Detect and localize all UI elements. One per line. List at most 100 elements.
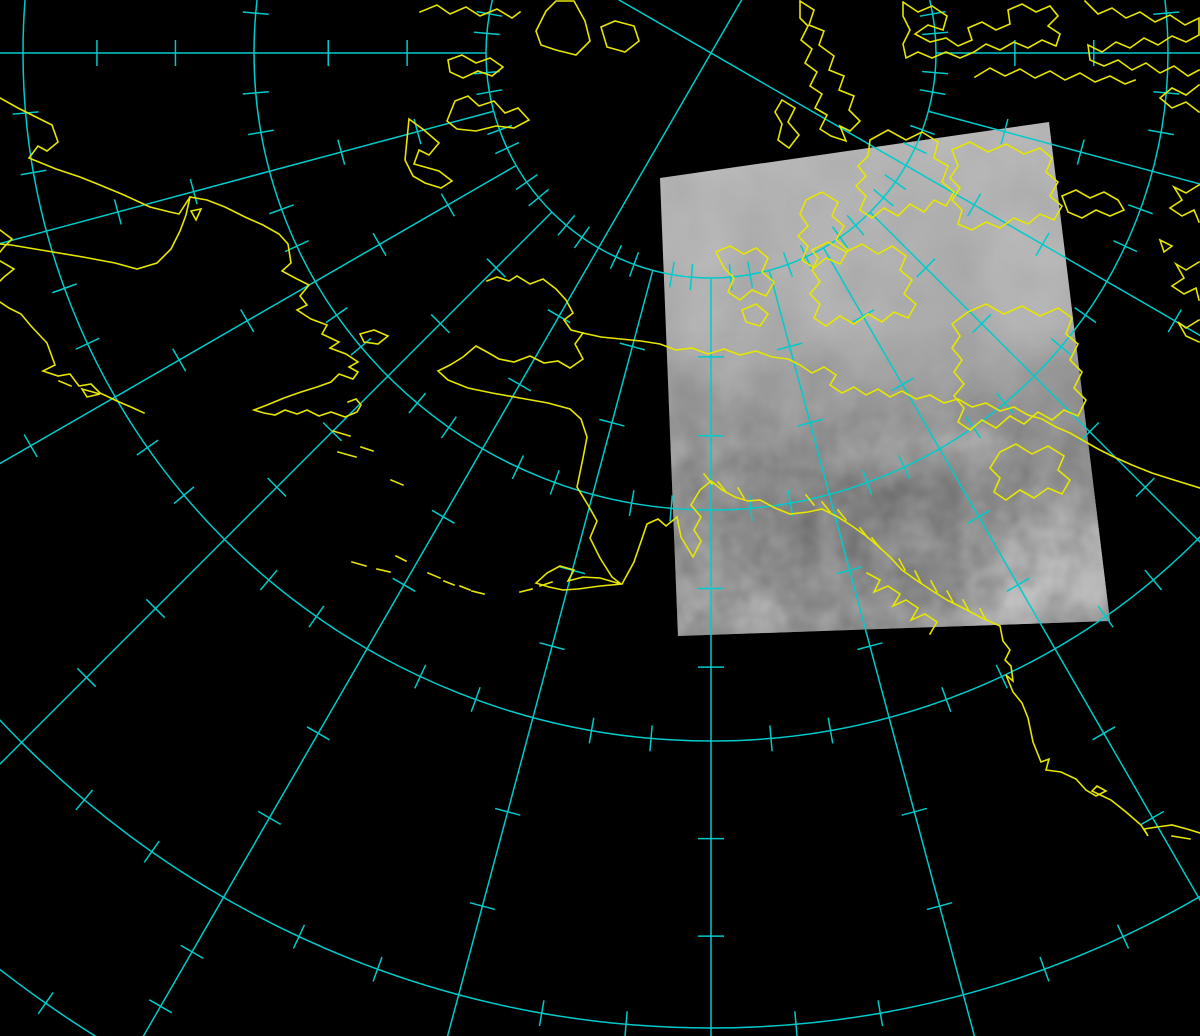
parallel-tick xyxy=(995,392,1014,414)
parallel-tick xyxy=(747,261,754,288)
coastline-archipelago-5 xyxy=(741,303,770,327)
parallel-tick xyxy=(1144,569,1163,591)
coastline-rightedge-island xyxy=(1060,189,1126,219)
parallel-tick xyxy=(1148,129,1174,136)
parallel-tick xyxy=(473,70,500,75)
coastline-dash xyxy=(961,598,971,613)
meridian-tick xyxy=(392,577,416,592)
meridian-tick xyxy=(172,348,187,372)
parallel-tick xyxy=(787,490,794,516)
parallel-tick xyxy=(37,992,54,1015)
meridian-tick xyxy=(180,944,204,959)
coastline-dash xyxy=(337,451,357,458)
meridian-tick xyxy=(857,642,883,651)
coastline-dash xyxy=(458,584,472,592)
coastline-franz-band-1 xyxy=(798,0,862,143)
meridian-tick xyxy=(1079,421,1100,442)
meridian xyxy=(822,247,1200,902)
coastline-dash xyxy=(736,486,746,500)
coastline-archipelago-4 xyxy=(714,245,776,301)
meridian-tick xyxy=(971,313,992,334)
meridian xyxy=(869,211,1200,544)
coastline-polar-island-strip xyxy=(418,4,522,19)
meridian-tick xyxy=(851,309,875,324)
coastline-polar-island-6 xyxy=(404,117,454,189)
parallel-tick xyxy=(941,687,952,712)
parallel-tick xyxy=(909,124,935,136)
parallel-tick xyxy=(75,789,94,811)
parallel-tick xyxy=(515,173,538,191)
coastline-archipelago-2 xyxy=(948,141,1064,231)
coastline-chukotka-bay xyxy=(0,196,191,270)
parallel-tick xyxy=(884,173,907,191)
parallel-tick xyxy=(588,717,595,744)
parallel-tick xyxy=(473,31,500,36)
coastline-polar-island-2 xyxy=(535,0,591,56)
meridian-tick xyxy=(430,313,451,334)
parallel-tick xyxy=(609,244,623,270)
coastline-dash xyxy=(519,588,533,593)
parallel-tick xyxy=(827,717,834,744)
coastline-dash xyxy=(945,589,955,604)
coastline-rightedge-3 xyxy=(1170,260,1200,301)
parallel-tick xyxy=(470,687,481,712)
parallel-tick xyxy=(557,214,576,236)
meridian-tick xyxy=(431,509,455,524)
parallel-tick xyxy=(269,204,295,215)
parallel-tick xyxy=(782,251,794,277)
meridian-tick xyxy=(890,377,915,392)
coastline-rightedge-1 xyxy=(1158,83,1200,114)
meridian-tick xyxy=(507,377,532,392)
parallel-tick xyxy=(794,1011,798,1036)
meridian-tick xyxy=(967,509,991,524)
meridian-tick xyxy=(1076,139,1085,165)
coastline-dash xyxy=(376,568,391,573)
parallel-tick xyxy=(440,416,457,439)
parallel-tick xyxy=(136,439,159,456)
coastline-topright-cluster-2 xyxy=(1083,0,1200,77)
coastline-dash xyxy=(471,590,485,595)
parallel-tick xyxy=(173,486,195,505)
parallel-tick xyxy=(325,307,348,324)
coastline-dash xyxy=(332,430,351,437)
coastline-topright-chain xyxy=(973,67,1137,85)
parallel-tick xyxy=(242,90,269,95)
parallel-tick xyxy=(143,840,160,863)
parallel-tick xyxy=(350,337,372,356)
coastline-topright-cluster-1 xyxy=(901,0,1061,60)
meridian xyxy=(617,0,1200,337)
coastline-polar-island-5 xyxy=(447,54,505,79)
parallel-tick xyxy=(1074,307,1097,324)
meridian-tick xyxy=(547,309,571,324)
parallel-tick xyxy=(628,251,640,277)
parallel-tick xyxy=(897,455,911,480)
parallel-tick xyxy=(259,569,278,591)
coastline-dash xyxy=(716,480,728,494)
coastline-left-edge-bit-1 xyxy=(0,229,14,254)
coastline-dash xyxy=(442,579,456,587)
coastline-north-slope-coast xyxy=(582,332,1200,489)
coastline-dash xyxy=(389,478,405,487)
coastline-archipelago-victoria xyxy=(950,303,1087,431)
meridian-tick xyxy=(306,726,330,741)
meridian-tick xyxy=(113,199,122,225)
coastline-dash xyxy=(394,554,408,563)
meridian-tick xyxy=(916,258,936,278)
meridian-tick xyxy=(619,342,646,351)
parallel-tick xyxy=(1127,204,1153,215)
meridian-tick xyxy=(145,598,166,619)
coastline-dash xyxy=(929,579,939,594)
parallel-tick xyxy=(1039,956,1050,982)
coastline-dash xyxy=(426,571,442,580)
parallel-tick xyxy=(573,226,591,249)
coastline-dash xyxy=(804,493,816,507)
parallel-tick xyxy=(538,1000,545,1027)
meridian-tick xyxy=(1135,477,1155,497)
parallel-tick xyxy=(769,725,773,752)
meridian-tick xyxy=(599,418,625,427)
coastline-dash xyxy=(897,557,907,572)
parallel-tick xyxy=(628,490,635,516)
parallel-tick xyxy=(668,261,675,288)
